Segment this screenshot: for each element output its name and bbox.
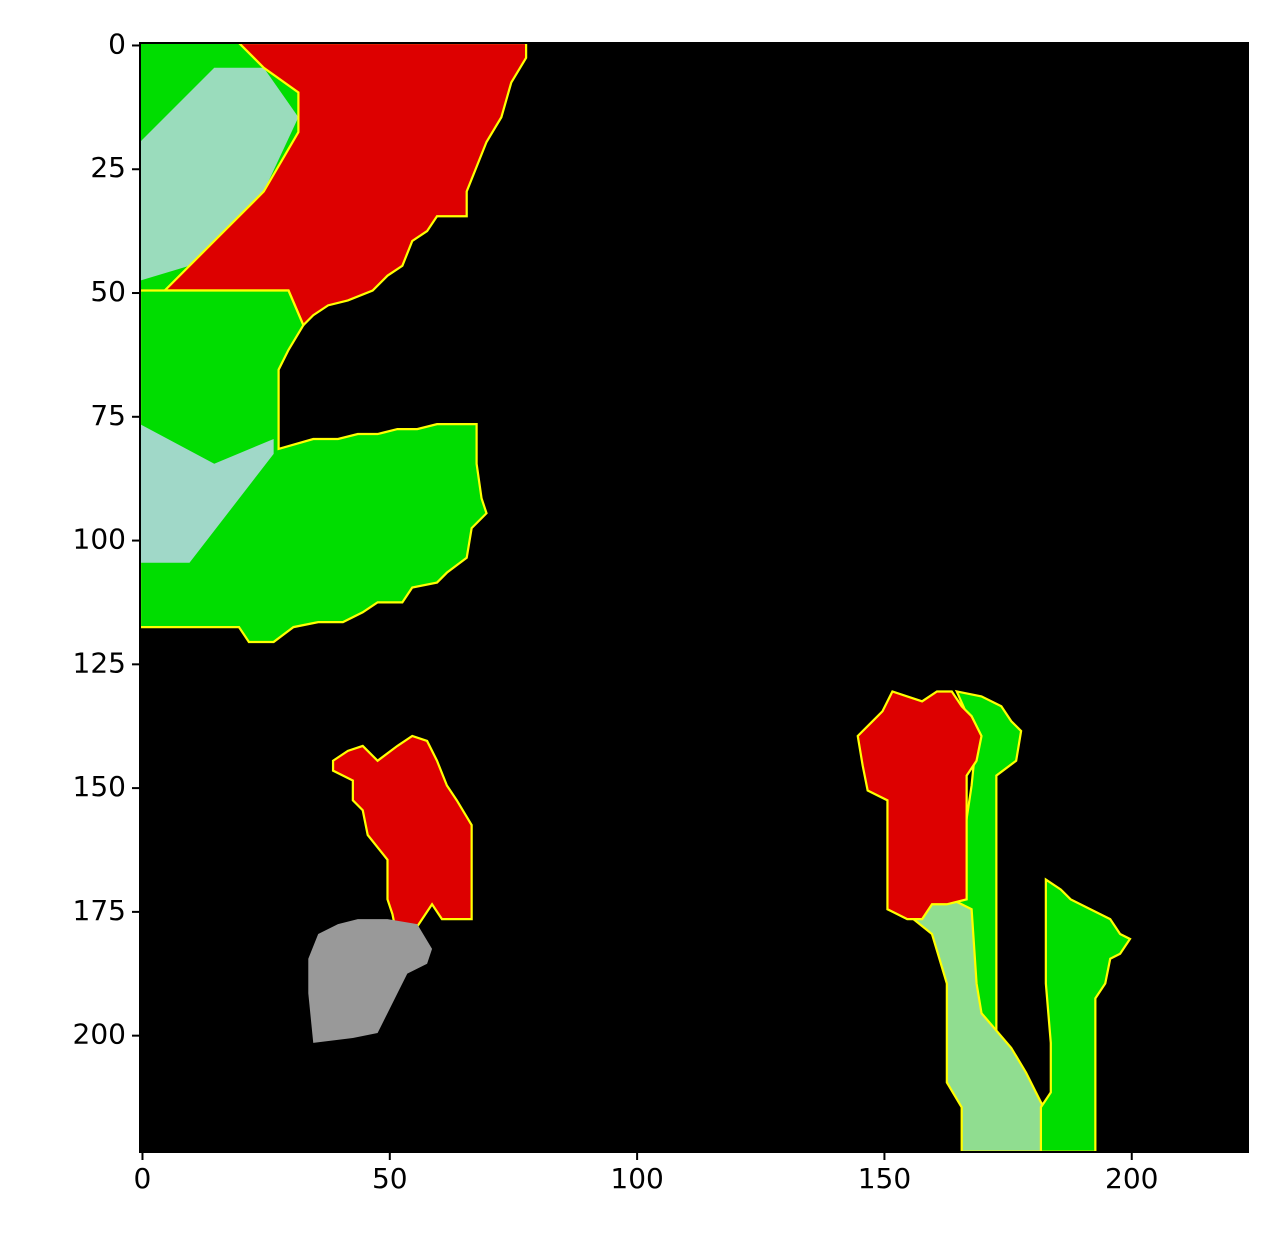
region xyxy=(331,734,473,941)
y-tick-label: 75 xyxy=(90,399,126,432)
region xyxy=(140,289,488,644)
x-tick-label: 0 xyxy=(134,1162,152,1195)
region xyxy=(308,919,433,1043)
x-tick-label: 150 xyxy=(858,1162,911,1195)
x-tick-label: 100 xyxy=(610,1162,663,1195)
region xyxy=(1039,877,1132,1152)
y-tick-label: 150 xyxy=(73,770,126,803)
y-tick-label: 200 xyxy=(73,1018,126,1051)
y-tick-label: 0 xyxy=(108,27,126,60)
x-tick-label: 50 xyxy=(372,1162,408,1195)
segmentation xyxy=(140,43,1132,1152)
x-tick-label: 200 xyxy=(1105,1162,1158,1195)
y-tick-label: 100 xyxy=(73,523,126,556)
axes-frame xyxy=(139,42,1249,1153)
y-tick-label: 125 xyxy=(73,646,126,679)
y-tick-label: 25 xyxy=(90,151,126,184)
region xyxy=(856,690,983,921)
y-tick-label: 175 xyxy=(73,894,126,927)
region xyxy=(162,43,528,328)
image xyxy=(140,43,1248,1152)
region xyxy=(140,67,299,281)
region xyxy=(140,424,274,563)
y-tick-label: 50 xyxy=(90,275,126,308)
